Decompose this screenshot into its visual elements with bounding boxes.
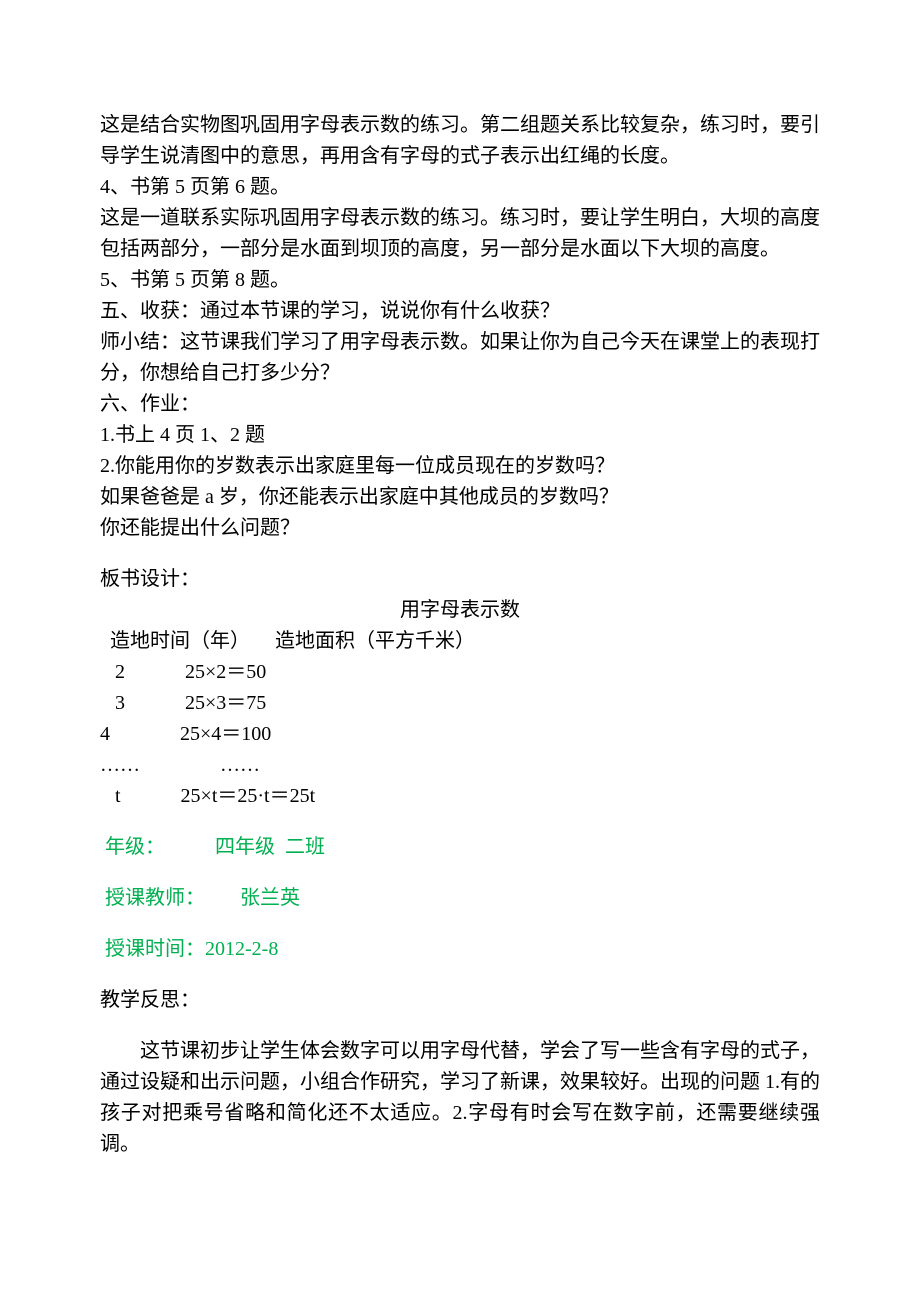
paragraph: 你还能提出什么问题？ <box>100 513 820 544</box>
spacer <box>100 914 820 934</box>
spacer <box>100 544 820 564</box>
table-row: 3 25×3＝75 <box>100 688 820 719</box>
spacer <box>100 1016 820 1036</box>
table-row: 2 25×2＝50 <box>100 657 820 688</box>
spacer <box>100 965 820 985</box>
table-header-row: 造地时间（年） 造地面积（平方千米） <box>100 626 820 657</box>
paragraph: 五、收获：通过本节课的学习，说说你有什么收获？ <box>100 296 820 327</box>
paragraph: 师小结：这节课我们学习了用字母表示数。如果让你为自己今天在课堂上的表现打分，你想… <box>100 327 820 389</box>
heading-board-design: 板书设计： <box>100 564 820 595</box>
paragraph: 1.书上 4 页 1、2 题 <box>100 420 820 451</box>
board-title: 用字母表示数 <box>100 595 820 626</box>
teacher-line: 授课教师： 张兰英 <box>100 883 820 914</box>
spacer <box>100 812 820 832</box>
paragraph: 这是一道联系实际巩固用字母表示数的练习。练习时，要让学生明白，大坝的高度包括两部… <box>100 203 820 265</box>
paragraph: 如果爸爸是 a 岁，你还能表示出家庭中其他成员的岁数吗？ <box>100 482 820 513</box>
table-row: t 25×t＝25·t＝25t <box>100 781 820 812</box>
paragraph: 2.你能用你的岁数表示出家庭里每一位成员现在的岁数吗？ <box>100 451 820 482</box>
spacer <box>100 863 820 883</box>
reflection-body: 这节课初步让学生体会数字可以用字母代替，学会了写一些含有字母的式子，通过设疑和出… <box>100 1036 820 1160</box>
paragraph: 这是结合实物图巩固用字母表示数的练习。第二组题关系比较复杂，练习时，要引导学生说… <box>100 110 820 172</box>
document-page: 这是结合实物图巩固用字母表示数的练习。第二组题关系比较复杂，练习时，要引导学生说… <box>0 0 920 1220</box>
date-line: 授课时间：2012-2-8 <box>100 934 820 965</box>
heading-reflection: 教学反思： <box>100 985 820 1016</box>
table-row: 4 25×4＝100 <box>100 719 820 750</box>
paragraph: 4、书第 5 页第 6 题。 <box>100 172 820 203</box>
grade-line: 年级： 四年级 二班 <box>100 832 820 863</box>
table-row: …… …… <box>100 750 820 781</box>
paragraph: 六、作业： <box>100 389 820 420</box>
paragraph: 5、书第 5 页第 8 题。 <box>100 265 820 296</box>
